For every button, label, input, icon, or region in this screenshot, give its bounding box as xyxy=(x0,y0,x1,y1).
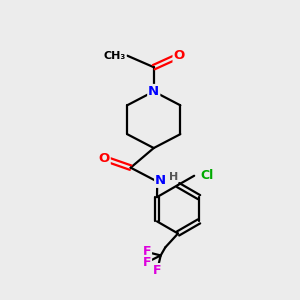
Text: O: O xyxy=(173,49,185,62)
Text: F: F xyxy=(142,245,151,259)
Text: CH₃: CH₃ xyxy=(104,51,126,61)
Text: Cl: Cl xyxy=(200,169,213,182)
Text: N: N xyxy=(148,85,159,98)
Text: H: H xyxy=(169,172,178,182)
Text: F: F xyxy=(142,256,151,269)
Text: F: F xyxy=(153,264,161,277)
Text: N: N xyxy=(155,174,166,187)
Text: O: O xyxy=(98,152,110,165)
